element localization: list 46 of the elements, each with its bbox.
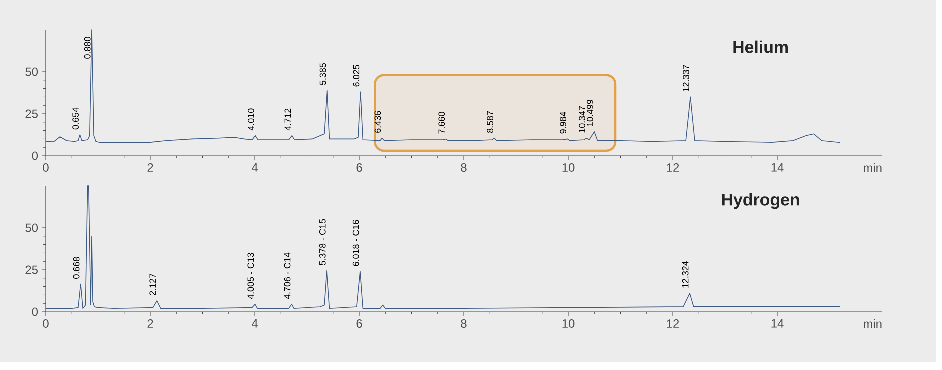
annotation: 0.654 xyxy=(72,108,79,130)
annotation: 4.706 - C14 xyxy=(284,252,291,300)
annotation: 6.436 xyxy=(374,111,382,133)
annotation: 5.378 - C15 xyxy=(319,219,326,266)
annotation: 4.712 xyxy=(284,108,292,131)
annotation: 6.018 - C16 xyxy=(352,220,360,266)
x-tick-label: 10 xyxy=(562,164,575,172)
y-tick-label: 50 xyxy=(26,224,38,232)
annotation: 12.324 xyxy=(682,261,689,288)
x-tick-label: 8 xyxy=(461,320,467,328)
x-tick-label: 12 xyxy=(667,164,680,172)
x-tick-label: 6 xyxy=(356,164,362,172)
x-axis-title: min xyxy=(864,320,882,328)
x-tick-label: 4 xyxy=(252,164,258,172)
y-tick-label: 0 xyxy=(32,152,38,160)
x-tick-label: 0 xyxy=(43,320,49,328)
y-tick-label: 0 xyxy=(32,308,38,316)
x-tick-label: 2 xyxy=(148,320,154,328)
annotation: 5.385 xyxy=(320,63,326,86)
annotation: 12.337 xyxy=(683,65,690,92)
annotation: 7.660 xyxy=(438,112,446,134)
y-tick-label: 50 xyxy=(26,68,38,76)
text: Helium xyxy=(734,40,788,54)
x-axis-title: min xyxy=(864,164,882,172)
x-tick-label: 14 xyxy=(772,320,784,328)
annotation: 9.984 xyxy=(560,112,566,134)
x-tick-label: 2 xyxy=(148,164,154,172)
y-tick-label: 25 xyxy=(26,110,38,118)
x-tick-label: 0 xyxy=(43,164,49,172)
annotation: 4.005 - C13 xyxy=(248,253,254,300)
annotation: 10.347 xyxy=(579,106,586,133)
annotation: 0.668 xyxy=(73,257,80,279)
chart-title: Hydrogen xyxy=(722,193,800,210)
x-tick-label: 14 xyxy=(772,164,784,172)
annotation: 0.880 xyxy=(84,37,91,59)
x-tick-label: 4 xyxy=(252,320,258,328)
annotation: 4.010 xyxy=(248,108,254,131)
x-tick-label: 8 xyxy=(461,164,467,172)
annotation: 2.127 xyxy=(150,274,156,296)
annotation: 8.587 xyxy=(487,111,494,133)
x-tick-label: 6 xyxy=(356,320,362,328)
y-tick-label: 25 xyxy=(26,266,38,274)
x-tick-label: 12 xyxy=(667,320,680,328)
annotation: 10.499 xyxy=(587,100,594,126)
x-tick-label: 10 xyxy=(562,320,575,328)
annotation: 6.025 xyxy=(353,65,360,87)
